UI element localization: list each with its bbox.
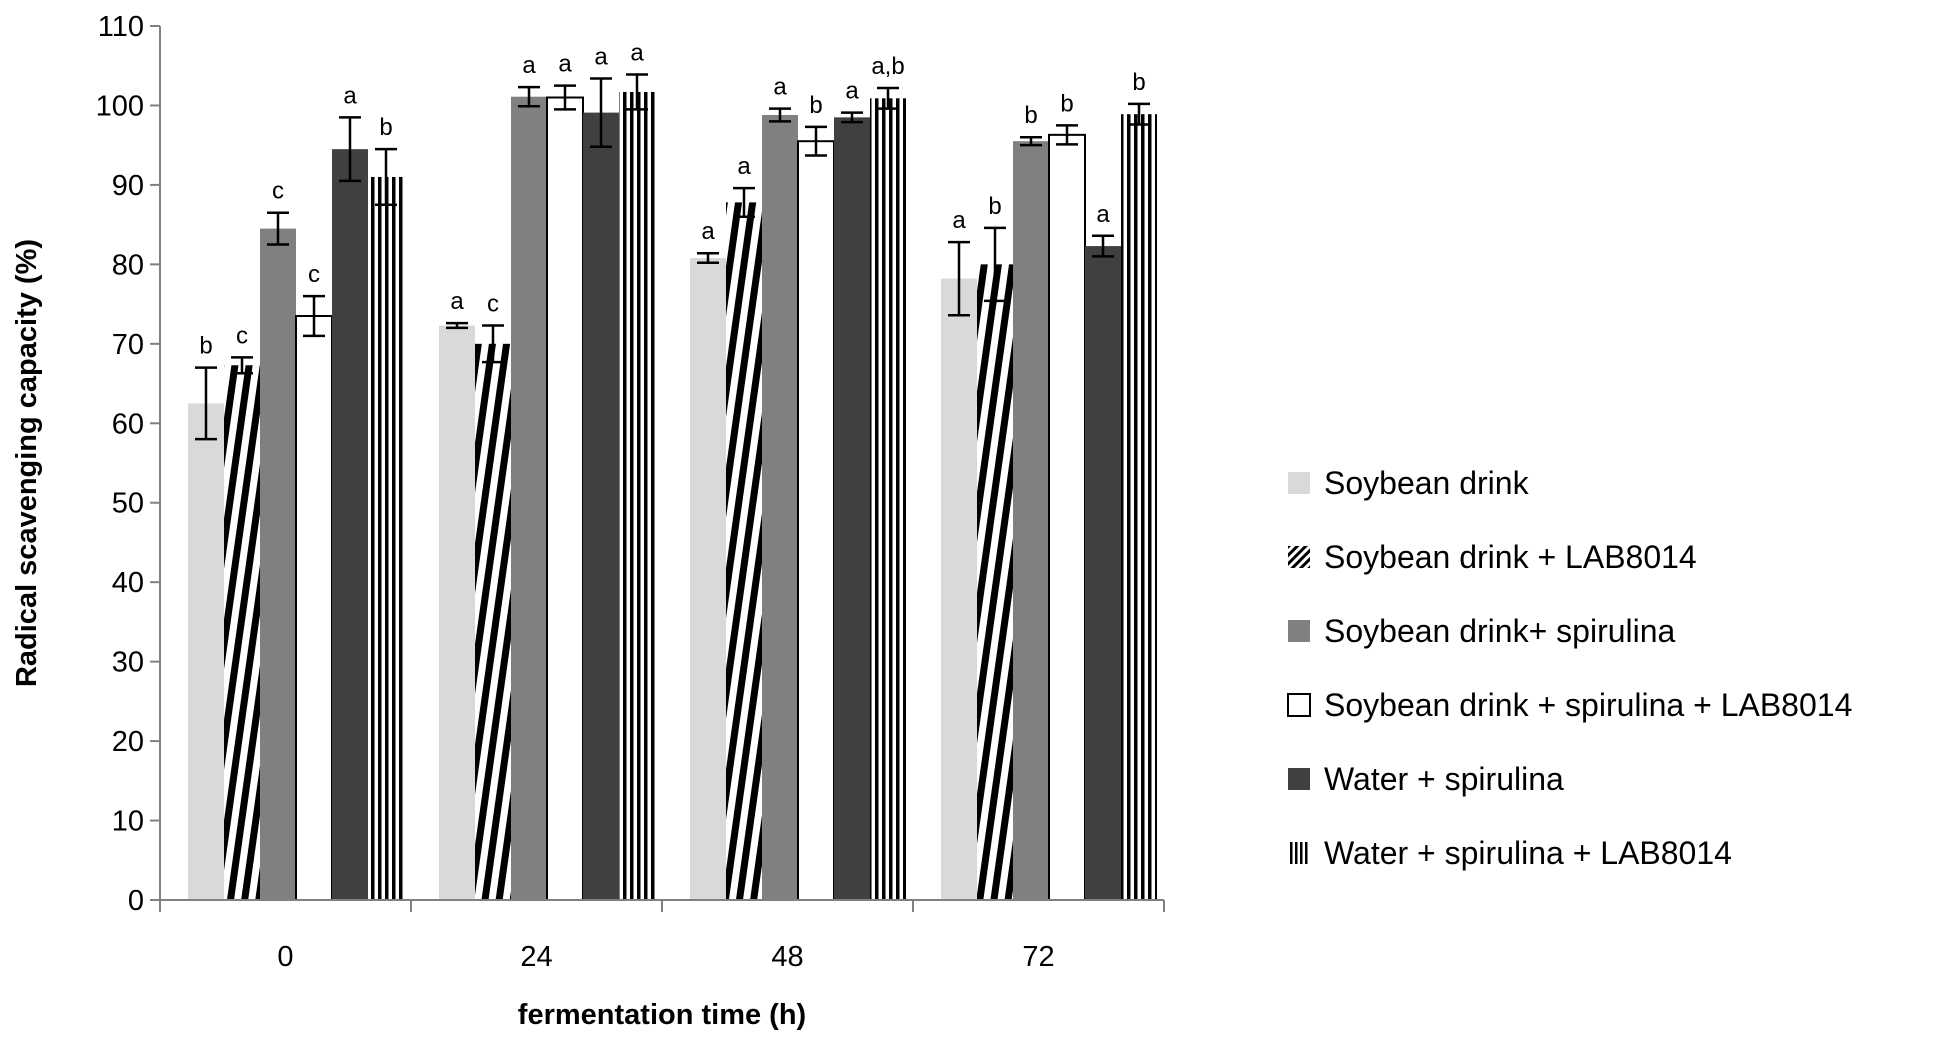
y-tick-label-0: 0 (128, 885, 144, 917)
bar-white-24 (546, 96, 584, 901)
significance-label-solid-medium-24: a (522, 52, 536, 79)
legend-swatch-vertical-stripes (1288, 842, 1310, 864)
y-tick-label-50: 50 (112, 488, 144, 520)
legend-swatch-solid-light (1288, 472, 1310, 494)
error-bars-layer (195, 73, 1150, 441)
legend-swatch-white (1287, 693, 1311, 717)
y-tick-label-30: 30 (112, 647, 144, 679)
y-tick-label-90: 90 (112, 170, 144, 202)
significance-label-white-0: c (308, 261, 320, 288)
y-tick-label-70: 70 (112, 329, 144, 361)
significance-label-vertical-stripes-72: b (1132, 69, 1145, 96)
bar-diagonal-stripes-24 (475, 343, 511, 900)
bar-solid-dark-24 (583, 112, 619, 900)
y-tick-label-40: 40 (112, 567, 144, 599)
significance-label-vertical-stripes-0: b (379, 114, 392, 141)
bar-diagonal-stripes-48 (726, 202, 762, 900)
significance-label-diagonal-stripes-0: c (236, 322, 248, 349)
x-tick-label-72: 72 (1022, 941, 1054, 973)
significance-label-vertical-stripes-48: a,b (871, 53, 904, 80)
bar-solid-medium-72 (1013, 141, 1049, 900)
significance-label-solid-dark-0: a (343, 82, 357, 109)
bar-solid-dark-48 (834, 117, 870, 900)
y-tick-label-60: 60 (112, 408, 144, 440)
bar-white-48 (797, 140, 835, 901)
legend-label-solid-light: Soybean drink (1324, 465, 1530, 501)
significance-label-solid-dark-48: a (845, 78, 859, 105)
significance-label-vertical-stripes-24: a (630, 39, 644, 66)
bar-solid-medium-24 (511, 96, 547, 901)
y-tick-label-10: 10 (112, 806, 144, 838)
bar-white-72 (1048, 133, 1086, 901)
significance-label-solid-medium-0: c (272, 178, 284, 205)
significance-label-diagonal-stripes-72: b (988, 193, 1001, 220)
bar-solid-light-0 (188, 403, 224, 900)
significance-label-solid-dark-24: a (594, 43, 608, 70)
legend-label-solid-medium: Soybean drink+ spirulina (1324, 613, 1676, 649)
bar-solid-light-48 (690, 258, 726, 900)
significance-label-solid-medium-48: a (773, 74, 787, 101)
legend-swatch-diagonal-stripes (1288, 546, 1310, 568)
significance-label-solid-light-72: a (952, 207, 966, 234)
legend-label-vertical-stripes: Water + spirulina + LAB8014 (1324, 835, 1732, 871)
y-tick-label-110: 110 (98, 11, 144, 43)
bar-solid-light-72 (941, 278, 977, 900)
bar-solid-dark-72 (1085, 246, 1121, 900)
x-tick-label-0: 0 (277, 941, 293, 973)
bar-white-0 (295, 315, 333, 901)
bar-solid-medium-0 (260, 228, 296, 901)
bar-diagonal-stripes-72 (977, 264, 1013, 900)
bar-vertical-stripes-72 (1121, 114, 1157, 901)
legend: Soybean drink Soybean drink + LAB8014 Soyb… (1287, 465, 1852, 871)
significance-label-solid-dark-72: a (1096, 201, 1110, 228)
legend-label-diagonal-stripes: Soybean drink + LAB8014 (1324, 539, 1697, 575)
legend-swatch-solid-dark (1288, 768, 1310, 790)
significance-label-solid-medium-72: b (1024, 102, 1037, 129)
y-tick-label-20: 20 (112, 726, 144, 758)
significance-label-solid-light-24: a (450, 288, 464, 315)
significance-label-diagonal-stripes-24: c (487, 291, 499, 318)
bar-diagonal-stripes-0 (224, 365, 260, 901)
bar-vertical-stripes-0 (368, 176, 404, 901)
significance-label-white-48: b (809, 92, 822, 119)
bars-layer (188, 91, 1157, 901)
legend-label-solid-dark: Water + spirulina (1324, 761, 1564, 797)
x-axis-title: fermentation time (h) (518, 999, 806, 1031)
legend-label-white: Soybean drink + spirulina + LAB8014 (1324, 687, 1852, 723)
x-tick-label-24: 24 (520, 941, 552, 973)
significance-label-white-72: b (1060, 90, 1073, 117)
significance-label-diagonal-stripes-48: a (737, 153, 751, 180)
y-axis-title: Radical scavenging capacity (%) (11, 239, 43, 687)
x-tick-label-48: 48 (771, 941, 803, 973)
bar-solid-medium-48 (762, 114, 798, 901)
bar-vertical-stripes-48 (870, 98, 906, 900)
y-tick-label-100: 100 (96, 90, 144, 122)
axes-layer (150, 25, 1165, 912)
significance-label-white-24: a (558, 51, 572, 78)
significance-label-solid-light-48: a (701, 218, 715, 245)
y-tick-label-80: 80 (112, 249, 144, 281)
bar-solid-light-24 (439, 325, 475, 900)
significance-label-solid-light-0: b (199, 333, 212, 360)
bar-solid-dark-0 (332, 149, 368, 900)
bar-vertical-stripes-24 (619, 91, 655, 901)
legend-swatch-solid-medium (1288, 620, 1310, 642)
